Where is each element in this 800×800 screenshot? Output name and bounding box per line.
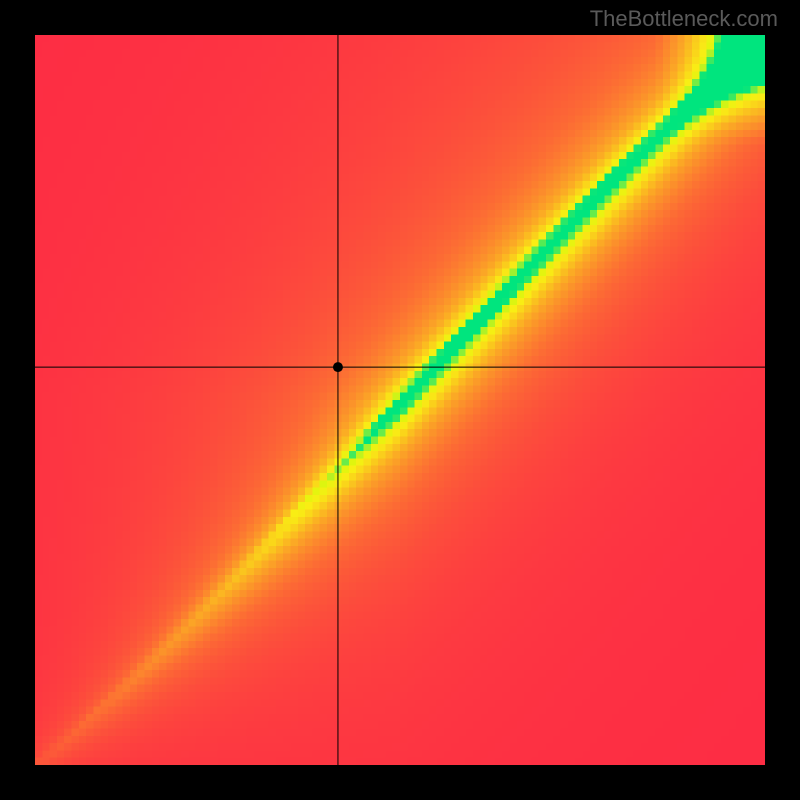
- bottleneck-heatmap: [35, 35, 765, 765]
- chart-container: TheBottleneck.com: [0, 0, 800, 800]
- source-watermark: TheBottleneck.com: [590, 6, 778, 32]
